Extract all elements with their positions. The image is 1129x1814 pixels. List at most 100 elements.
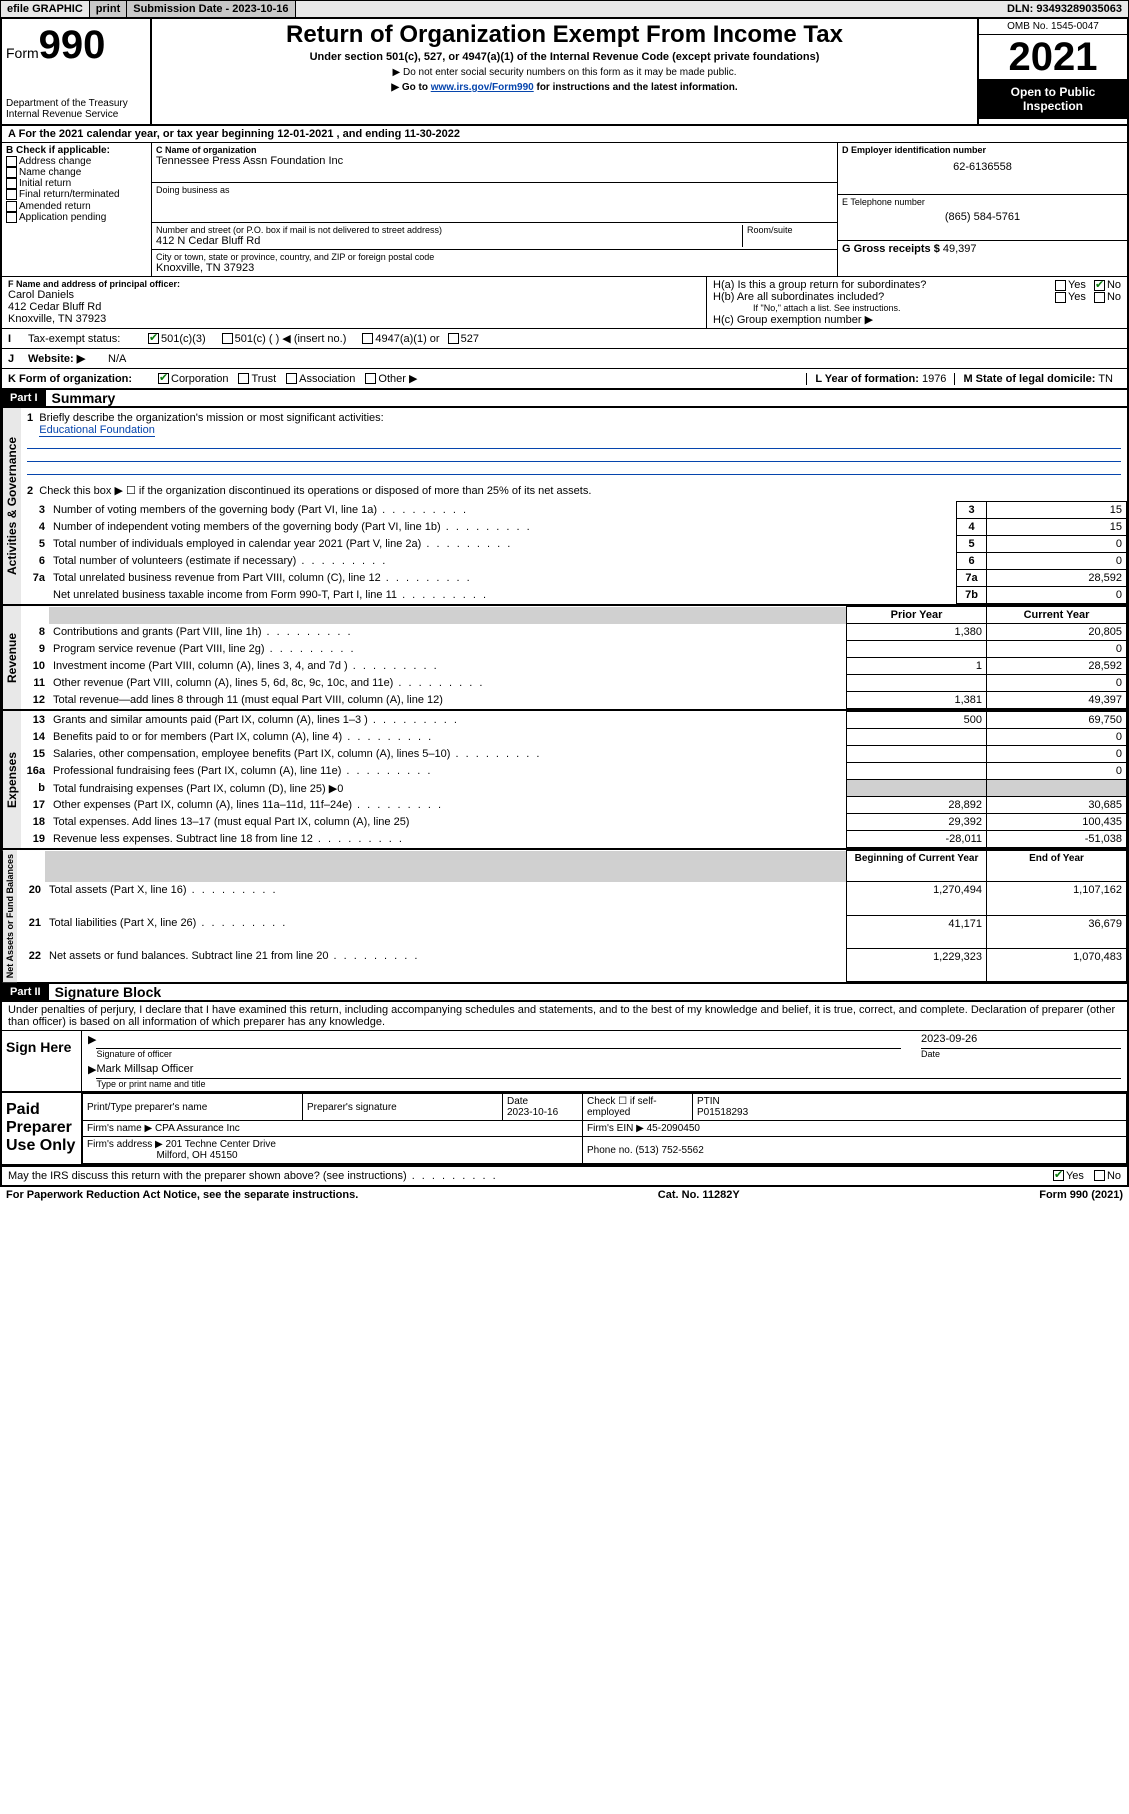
header-left: Form990 Department of the Treasury Inter… (2, 19, 152, 124)
ha-label: H(a) Is this a group return for subordin… (713, 279, 1055, 291)
checkbox-icon[interactable] (6, 201, 17, 212)
checkbox-icon[interactable] (6, 212, 17, 223)
firm-ein-label: Firm's EIN ▶ (587, 1123, 644, 1134)
efile-label: efile GRAPHIC (1, 1, 90, 17)
firm-addr2: Milford, OH 45150 (156, 1150, 237, 1161)
checkbox-icon[interactable] (148, 333, 159, 344)
form-header: Form990 Department of the Treasury Inter… (0, 18, 1129, 126)
signature-block: Under penalties of perjury, I declare th… (0, 1002, 1129, 1166)
checkbox-icon[interactable] (362, 333, 373, 344)
ptin-value: P01518293 (697, 1107, 748, 1118)
box-c: C Name of organization Tennessee Press A… (152, 143, 837, 276)
checkbox-icon[interactable] (6, 156, 17, 167)
irs-link[interactable]: www.irs.gov/Form990 (431, 82, 534, 93)
firm-phone: (513) 752-5562 (635, 1145, 703, 1156)
arrow-icon: ▶ (88, 1063, 96, 1089)
website-label: Website: ▶ (28, 352, 108, 365)
prep-date: 2023-10-16 (507, 1107, 558, 1118)
section-expenses: Expenses (2, 711, 21, 848)
officer-addr1: 412 Cedar Bluff Rd (8, 301, 700, 313)
ptin-label: PTIN (697, 1096, 720, 1107)
firm-name-label: Firm's name ▶ (87, 1123, 152, 1134)
perjury-declaration: Under penalties of perjury, I declare th… (2, 1002, 1127, 1031)
checkbox-icon[interactable] (1094, 292, 1105, 303)
line-i: I Tax-exempt status: 501(c)(3) 501(c) ( … (2, 328, 1127, 348)
section-net-assets: Net Assets or Fund Balances (2, 850, 17, 982)
top-bar: efile GRAPHIC print Submission Date - 20… (0, 0, 1129, 18)
checkbox-icon[interactable] (222, 333, 233, 344)
form-subtitle: Under section 501(c), 527, or 4947(a)(1)… (160, 51, 969, 63)
sig-date: 2023-09-26 (921, 1033, 1121, 1049)
note2-pre: ▶ Go to (391, 82, 430, 93)
paid-preparer-label: Paid Preparer Use Only (2, 1093, 82, 1164)
check-initial: Initial return (6, 178, 147, 189)
city-state-zip: Knoxville, TN 37923 (156, 262, 833, 274)
firm-addr1: 201 Techne Center Drive (166, 1139, 276, 1150)
domicile: TN (1098, 373, 1113, 385)
checkbox-icon[interactable] (365, 373, 376, 384)
paperwork-notice: For Paperwork Reduction Act Notice, see … (6, 1189, 358, 1201)
arrow-icon: ▶ (88, 1033, 96, 1059)
ein-label: D Employer identification number (842, 145, 1123, 155)
form-note1: ▶ Do not enter social security numbers o… (160, 67, 969, 78)
year-formation: 1976 (922, 373, 946, 385)
checkbox-icon[interactable] (6, 178, 17, 189)
omb-number: OMB No. 1545-0047 (979, 19, 1127, 35)
phone-label: E Telephone number (842, 197, 1123, 207)
box-h: H(a) Is this a group return for subordin… (707, 277, 1127, 328)
form-number: 990 (39, 23, 106, 67)
no-label: No (1107, 1170, 1121, 1182)
tax-period-line: A For the 2021 calendar year, or tax yea… (2, 126, 1127, 143)
checkbox-icon[interactable] (448, 333, 459, 344)
website-value: N/A (108, 353, 126, 365)
part2-header-row: Part II Signature Block (0, 984, 1129, 1002)
domicile-label: M State of legal domicile: (963, 373, 1095, 385)
checkbox-icon[interactable] (6, 189, 17, 200)
section-revenue: Revenue (2, 606, 21, 709)
check-address: Address change (6, 156, 147, 167)
public-inspection: Open to Public Inspection (979, 79, 1127, 119)
check-final: Final return/terminated (6, 189, 147, 200)
entity-grid: B Check if applicable: Address change Na… (2, 143, 1127, 276)
addr-label: Number and street (or P.O. box if mail i… (156, 225, 738, 235)
checkbox-icon[interactable] (1053, 1170, 1064, 1181)
phone-value: (865) 584-5761 (842, 211, 1123, 223)
checkbox-icon[interactable] (238, 373, 249, 384)
cat-number: Cat. No. 11282Y (658, 1189, 740, 1201)
checkbox-icon[interactable] (286, 373, 297, 384)
checkbox-icon[interactable] (1094, 280, 1105, 291)
box-f: F Name and address of principal officer:… (2, 277, 707, 328)
box-b: B Check if applicable: Address change Na… (2, 143, 152, 276)
revenue-table: Prior YearCurrent Year 8Contributions an… (21, 606, 1127, 709)
checkbox-icon[interactable] (1055, 280, 1066, 291)
checkbox-icon[interactable] (1094, 1170, 1105, 1181)
officer-label: F Name and address of principal officer: (8, 279, 700, 289)
governance-table: 3Number of voting members of the governi… (21, 501, 1127, 604)
form-org-label: K Form of organization: (8, 373, 158, 385)
print-button[interactable]: print (90, 1, 127, 17)
gross-label: G Gross receipts $ (842, 243, 940, 255)
check-pending: Application pending (6, 212, 147, 223)
q1-answer: Educational Foundation (39, 424, 155, 437)
part1-body: Activities & Governance 1 Briefly descri… (0, 408, 1129, 984)
sig-officer-label: Signature of officer (96, 1049, 901, 1059)
line-j: J Website: ▶ N/A (2, 348, 1127, 368)
line-k: K Form of organization: Corporation Trus… (2, 368, 1127, 388)
checkbox-icon[interactable] (6, 167, 17, 178)
officer-addr2: Knoxville, TN 37923 (8, 313, 700, 325)
submission-date-button[interactable]: Submission Date - 2023-10-16 (127, 1, 295, 17)
header-right: OMB No. 1545-0047 2021 Open to Public In… (977, 19, 1127, 124)
date-label: Date (921, 1049, 1121, 1059)
firm-ein: 45-2090450 (647, 1123, 700, 1134)
part1-header-row: Part I Summary (0, 390, 1129, 408)
dept-treasury: Department of the Treasury (6, 98, 146, 109)
gross-value: 49,397 (943, 243, 977, 255)
note2-post: for instructions and the latest informat… (534, 82, 738, 93)
prep-date-label: Date (507, 1096, 528, 1107)
self-employed: Check ☐ if self-employed (587, 1096, 657, 1118)
check-amended: Amended return (6, 201, 147, 212)
firm-name: CPA Assurance Inc (155, 1123, 240, 1134)
form-title: Return of Organization Exempt From Incom… (160, 21, 969, 49)
checkbox-icon[interactable] (158, 373, 169, 384)
checkbox-icon[interactable] (1055, 292, 1066, 303)
